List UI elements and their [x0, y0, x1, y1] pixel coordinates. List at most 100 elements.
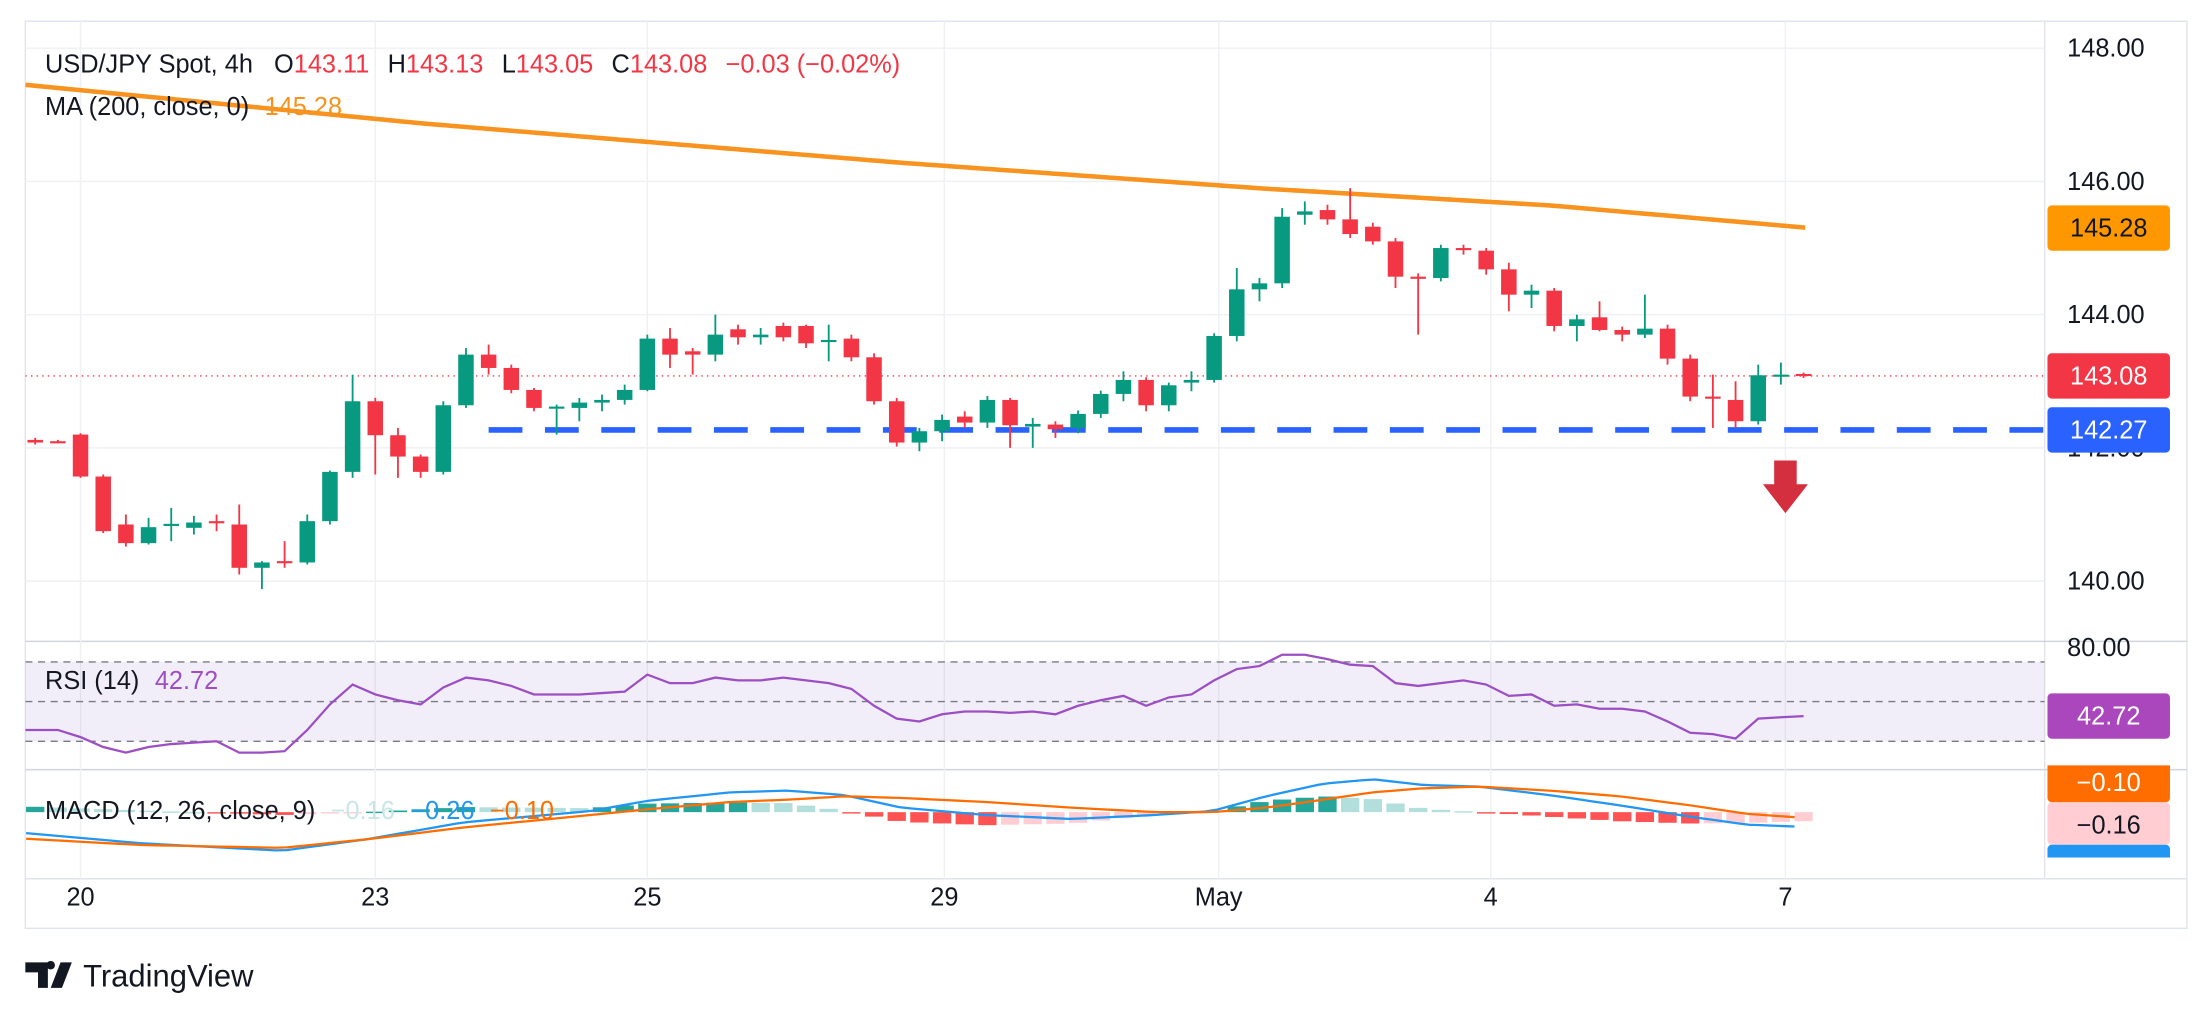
candle-body — [639, 338, 656, 390]
macd-histogram-bar — [706, 802, 725, 813]
macd-histogram-bar — [1590, 812, 1609, 820]
macd-histogram-bar — [955, 812, 974, 825]
macd-histogram-bar — [320, 812, 340, 814]
macd-histogram-bar — [456, 807, 476, 813]
candle — [1251, 278, 1268, 302]
ma-legend-value: 145.28 — [265, 93, 342, 121]
tradingview-logo-icon — [25, 960, 72, 988]
candles-layer — [27, 188, 1812, 590]
symbol-legend: USD/JPY Spot, 4h O143.11 H143.13 L143.05… — [45, 50, 900, 78]
candle — [1342, 188, 1358, 239]
candle-body — [1478, 250, 1494, 270]
price-panel — [25, 82, 2045, 590]
macd-histogram-bar — [887, 812, 906, 821]
candle-body — [548, 406, 565, 409]
candle — [458, 347, 474, 408]
candle — [1115, 371, 1132, 402]
price-tick-label: 144.00 — [2067, 301, 2144, 329]
candle-body — [1274, 216, 1290, 284]
macd-histogram-bar — [48, 807, 68, 813]
candle-body — [480, 354, 497, 368]
candle — [820, 324, 837, 362]
candle-body — [1750, 375, 1766, 422]
candle — [480, 344, 497, 375]
macd-histogram-bar — [26, 806, 45, 813]
macd-histogram-bar — [1431, 809, 1450, 813]
rsi-levels — [25, 661, 2045, 742]
candle — [1637, 294, 1653, 338]
grid-layer — [25, 21, 2045, 879]
change-value: −0.03 (−0.02%) — [726, 50, 901, 78]
candle-body — [1705, 396, 1721, 399]
candle — [1025, 417, 1041, 448]
macd-histogram-bar — [479, 807, 498, 813]
macd-histogram-bar — [1000, 812, 1020, 825]
candle-body — [820, 339, 837, 343]
candle-body — [1002, 399, 1018, 426]
candle — [1523, 284, 1540, 308]
candle-body — [1546, 290, 1562, 326]
candle-body — [934, 419, 950, 432]
candle — [27, 437, 43, 445]
candle — [707, 314, 724, 362]
macd-histogram-bar — [71, 808, 90, 813]
candle — [798, 324, 814, 348]
macd-histogram-bar — [1499, 812, 1518, 815]
candle-body — [390, 435, 406, 457]
macd-histogram-bar — [864, 812, 884, 817]
candle — [1229, 268, 1245, 342]
candle-body — [775, 325, 792, 338]
candle-body — [503, 367, 520, 390]
macd-histogram-bar — [1091, 812, 1110, 821]
macd-histogram-bar — [547, 807, 566, 813]
macd-histogram-bar — [1114, 812, 1133, 819]
candle-body — [322, 471, 338, 522]
candle — [367, 397, 384, 475]
macd-histogram-bar — [1567, 812, 1587, 819]
candle-body — [1637, 328, 1653, 335]
candle — [1750, 364, 1766, 425]
low-label: L — [502, 50, 516, 78]
candle — [866, 353, 882, 405]
candle — [1591, 301, 1608, 332]
candle — [1501, 262, 1517, 312]
macd-signal-value: −0.10 — [490, 797, 554, 825]
candle — [1705, 374, 1721, 428]
candle — [231, 504, 247, 575]
tradingview-logo[interactable]: TradingView — [25, 958, 254, 994]
macd-histogram-bar — [1749, 812, 1768, 823]
hist-value-box-label: −0.16 — [2077, 811, 2141, 839]
last-price-box-label: 143.08 — [2070, 362, 2147, 390]
candle — [1455, 244, 1472, 255]
macd-histogram-bar — [366, 811, 385, 814]
open-value: 143.11 — [294, 50, 370, 78]
macd-histogram-bar — [1295, 797, 1314, 813]
candle-body — [526, 389, 542, 408]
candle-body — [118, 524, 134, 544]
candle — [526, 387, 542, 412]
candle — [616, 384, 633, 405]
macd-histogram-bar — [774, 803, 793, 813]
macd-histogram-bar — [411, 809, 430, 813]
macd-histogram-bar — [275, 812, 294, 815]
macd-histogram-bar — [1658, 812, 1677, 823]
rsi-legend-label[interactable]: RSI (14) — [45, 667, 139, 695]
ma-legend-label[interactable]: MA (200, close, 0) — [45, 93, 249, 121]
last-price-box: 143.08 — [2047, 353, 2170, 399]
tradingview-logo-text: TradingView — [83, 958, 254, 993]
macd-histogram-bar — [796, 805, 816, 813]
macd-histogram-bar — [819, 808, 838, 813]
candle-body — [888, 401, 905, 443]
ma-price-box-label: 145.28 — [2070, 214, 2147, 242]
candle — [1795, 372, 1812, 378]
candle — [888, 397, 905, 447]
macd-histogram-bar — [1363, 799, 1382, 813]
candle — [1365, 222, 1381, 245]
candle-body — [412, 456, 429, 472]
candle — [1047, 421, 1064, 438]
macd-legend-label[interactable]: MACD (12, 26, close, 9) — [45, 797, 315, 825]
macd-histogram-bar — [524, 807, 544, 813]
symbol-title[interactable]: USD/JPY Spot, 4h — [45, 50, 253, 78]
chart-frame — [24, 20, 2188, 930]
